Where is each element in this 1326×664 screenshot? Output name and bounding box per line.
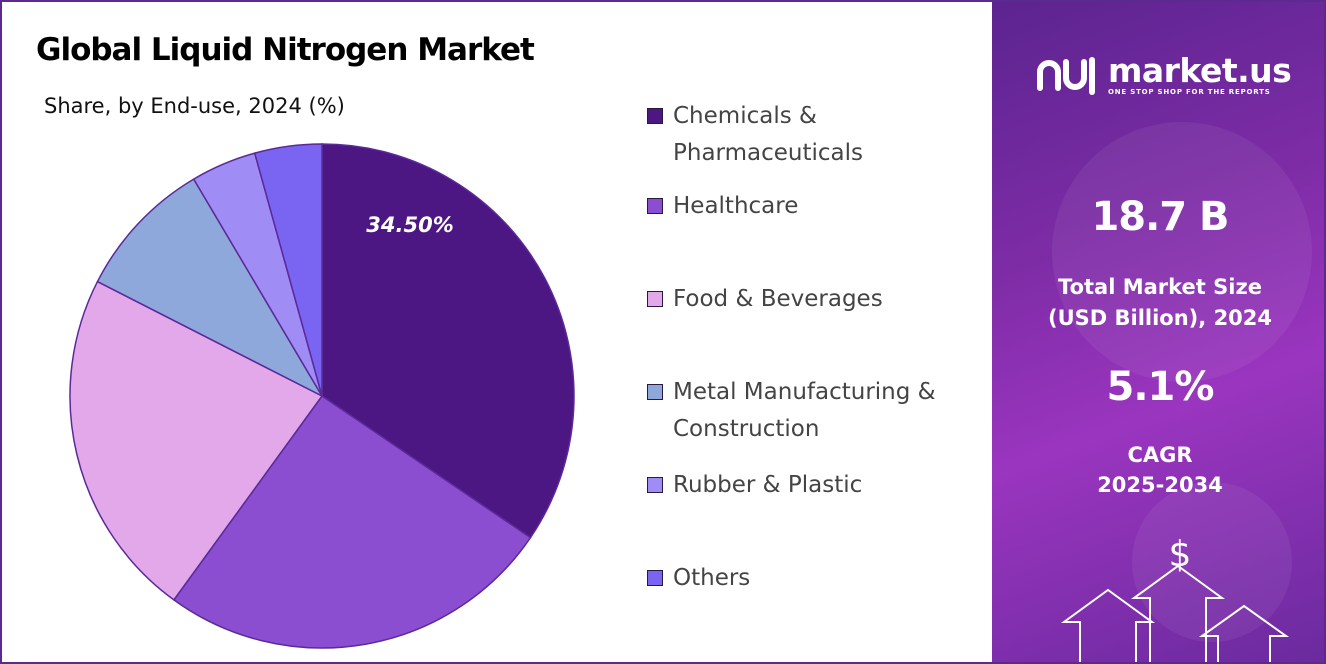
legend-label: Chemicals & Pharmaceuticals: [673, 103, 863, 166]
brand-logo: market.us ONE STOP SHOP FOR THE REPORTS: [1036, 51, 1292, 98]
growth-arrows-decoration: $: [1060, 534, 1290, 662]
dollar-icon: $: [1169, 534, 1192, 575]
market-size-label-line1: Total Market Size: [1058, 275, 1262, 299]
legend-item-rubber-plastic: Rubber & Plastic: [647, 469, 862, 504]
pie-slice-2: [69, 280, 324, 601]
legend-swatch: [647, 477, 663, 493]
market-size-label-line2: (USD Billion), 2024: [1047, 306, 1273, 330]
legend-item-healthcare: Healthcare: [647, 190, 798, 225]
legend-swatch: [647, 198, 663, 214]
legend-swatch: [647, 570, 663, 586]
brand-name: market.us: [1108, 51, 1292, 90]
market-size-value: 18.7 B: [1091, 194, 1229, 240]
legend-label: Metal Manufacturing & Construction: [673, 379, 936, 442]
background-decoration: [1132, 482, 1292, 642]
pie-slice-3: [96, 178, 324, 398]
pie-slice-5: [253, 143, 323, 397]
arrow-up-icon: [1060, 588, 1156, 662]
pie-slice-0: [321, 143, 575, 539]
legend-label: Others: [673, 565, 751, 591]
legend-swatch: [647, 108, 663, 124]
legend-item-food-beverages: Food & Beverages: [647, 283, 883, 318]
legend-label: Food & Beverages: [673, 286, 883, 312]
pie-data-label: 34.50%: [366, 213, 453, 237]
pie-chart: 34.50%: [69, 143, 575, 649]
cagr-value: 5.1%: [1106, 364, 1215, 410]
legend-item-metal-manufacturing: Metal Manufacturing & Construction: [647, 376, 973, 448]
pie-slice-1: [172, 394, 532, 649]
arrow-up-icon: [1198, 604, 1290, 662]
legend-label: Healthcare: [673, 193, 799, 219]
legend-item-others: Others: [647, 562, 750, 597]
chart-subtitle: Share, by End-use, 2024 (%): [44, 94, 345, 118]
chart-title: Global Liquid Nitrogen Market: [36, 32, 535, 68]
stats-panel: market.us ONE STOP SHOP FOR THE REPORTS …: [992, 2, 1324, 662]
cagr-period: 2025-2034: [1097, 473, 1223, 497]
arrow-up-icon: [1130, 564, 1226, 662]
market-us-logo-icon: [1037, 57, 1095, 95]
legend-swatch: [647, 291, 663, 307]
legend-swatch: [647, 384, 663, 400]
legend-label: Rubber & Plastic: [673, 472, 863, 498]
background-decoration: [1052, 122, 1312, 382]
chart-legend: Chemicals & Pharmaceuticals Healthcare F…: [647, 2, 987, 662]
brand-tagline: ONE STOP SHOP FOR THE REPORTS: [1108, 88, 1271, 96]
cagr-label: CAGR: [1127, 443, 1193, 467]
chart-panel: Global Liquid Nitrogen Market Share, by …: [2, 2, 990, 662]
legend-item-chemicals: Chemicals & Pharmaceuticals: [647, 100, 903, 172]
